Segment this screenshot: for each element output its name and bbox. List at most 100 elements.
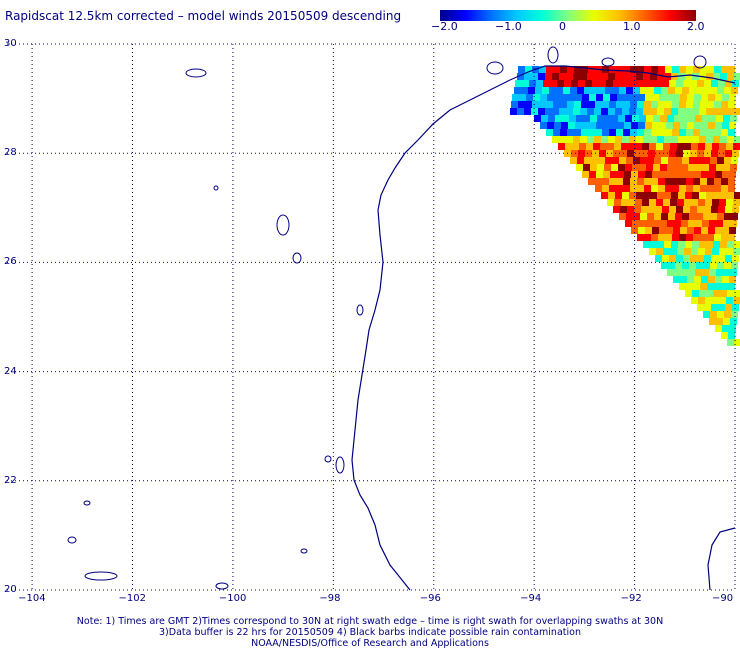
wind-cell [734,241,740,248]
wind-cell [671,192,678,199]
wind-cell [672,66,679,73]
wind-cell [655,206,662,213]
wind-cell [566,108,573,115]
wind-cell [719,199,726,206]
wind-cell [654,87,661,94]
wind-cell [643,73,650,80]
island-outline [486,61,504,75]
wind-cell [611,164,618,171]
wind-cell [599,80,606,87]
wind-cell [622,136,629,143]
wind-cell [694,227,701,234]
wind-cell [615,192,622,199]
wind-cell [670,143,677,150]
wind-cell [596,122,603,129]
wind-cell [567,129,574,136]
wind-cell [698,199,705,206]
wind-cell [554,122,561,129]
wind-cell [577,157,584,164]
wind-cell [595,185,602,192]
island-outline [185,68,207,78]
wind-cell [695,269,702,276]
wind-cell [579,143,586,150]
wind-cell [688,269,695,276]
wind-cell [582,94,589,101]
wind-cell [585,80,592,87]
wind-cell [608,73,615,80]
wind-cell [661,157,668,164]
wind-cell [677,199,684,206]
wind-cell [715,276,722,283]
wind-cell [629,73,636,80]
wind-cell [726,248,733,255]
wind-cell [578,80,585,87]
wind-cell [715,325,722,332]
wind-cell [652,94,659,101]
wind-cell [710,157,717,164]
island-outline [83,500,91,506]
colorbar-tick-label: −1.0 [495,20,522,33]
wind-cell [732,206,739,213]
wind-cell [675,213,682,220]
wind-cell [628,143,635,150]
wind-cell [734,192,740,199]
wind-cell [542,87,549,94]
wind-cell [639,115,646,122]
wind-cell [653,115,660,122]
wind-cell [532,101,539,108]
island-outline [276,214,290,236]
wind-cell [719,248,726,255]
wind-cell [721,234,728,241]
wind-cell [685,290,692,297]
wind-cell [561,94,568,101]
wind-cell [676,80,683,87]
wind-cell [640,87,647,94]
wind-cell [694,122,701,129]
wind-cell [722,325,729,332]
wind-cell [720,136,727,143]
wind-cell [587,136,594,143]
wind-cell [546,66,553,73]
wind-cell [626,213,633,220]
wind-cell [561,122,568,129]
wind-cell [731,311,738,318]
wind-cell [713,192,720,199]
wind-cell [518,66,525,73]
wind-cell [531,108,538,115]
wind-cell [715,171,722,178]
wind-cell [728,234,735,241]
wind-cell [636,73,643,80]
wind-cell [725,206,732,213]
wind-cell [659,94,666,101]
wind-cell [686,185,693,192]
wind-cell [659,122,666,129]
wind-cell [643,241,650,248]
wind-cell [553,66,560,73]
wind-cell [573,136,580,143]
wind-cell [633,213,640,220]
wind-cell [616,129,623,136]
wind-cell [560,101,567,108]
wind-cell [658,129,665,136]
wind-cell [686,178,693,185]
wind-cell [728,129,735,136]
wind-cell [675,157,682,164]
wind-cell [674,164,681,171]
colorbar-tick-label: 1.0 [623,20,641,33]
wind-cell [684,248,691,255]
wind-cell [672,234,679,241]
wind-cell [602,178,609,185]
wind-cell [687,276,694,283]
wind-cell [706,241,713,248]
wind-cell [617,94,624,101]
wind-cell [664,136,671,143]
wind-cell [690,150,697,157]
wind-cell [570,87,577,94]
wind-cell [718,255,725,262]
island-outline [84,571,118,581]
wind-cell [638,171,645,178]
wind-cell [706,73,713,80]
wind-cell [582,122,589,129]
wind-cell [625,164,632,171]
wind-cell [703,262,710,269]
